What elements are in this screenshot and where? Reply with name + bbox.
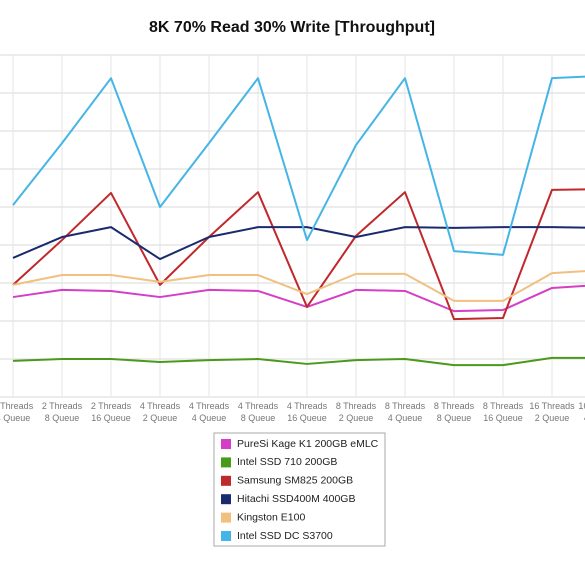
legend-swatch bbox=[221, 457, 231, 468]
x-tick-label-line: 8 Threads bbox=[483, 401, 524, 411]
legend-swatch bbox=[221, 494, 231, 505]
legend-swatch bbox=[221, 512, 231, 523]
legend-swatch bbox=[221, 531, 231, 541]
x-tick-label-line: 2 Threads bbox=[0, 401, 34, 411]
series-line bbox=[12, 270, 585, 302]
series-line bbox=[12, 356, 585, 367]
x-tick-label-line: 16 Queue bbox=[287, 413, 327, 423]
x-tick-label-line: 16 Queue bbox=[483, 413, 523, 423]
series-line bbox=[12, 188, 585, 321]
legend-label: Kingston E100 bbox=[237, 511, 305, 523]
x-tick-label: 2 Threads 8 Queue bbox=[42, 401, 83, 423]
x-tick-label-line: 4 Threads bbox=[238, 401, 279, 411]
x-tick-label-line: 2 Queue bbox=[143, 413, 178, 423]
legend-label: Intel SSD 710 200GB bbox=[237, 456, 337, 468]
x-tick-label-line: 4 Queue bbox=[584, 413, 585, 423]
x-tick-label: 8 Threads 2 Queue bbox=[336, 401, 377, 423]
x-tick-label-line: 16 Threads bbox=[578, 401, 585, 411]
x-tick-label-line: 8 Queue bbox=[437, 413, 472, 423]
x-tick-label-line: 16 Threads bbox=[529, 401, 575, 411]
x-tick-label-line: 16 Queue bbox=[91, 413, 131, 423]
x-tick-label: 16 Threads 2 Queue bbox=[529, 401, 575, 423]
x-tick-label-line: 2 Queue bbox=[535, 413, 570, 423]
x-tick-label-line: 2 Queue bbox=[339, 413, 374, 423]
legend-box bbox=[213, 432, 386, 547]
x-tick-label-line: 8 Threads bbox=[336, 401, 377, 411]
x-tick-label-line: 8 Queue bbox=[241, 413, 276, 423]
x-tick-label-line: 4 Threads bbox=[189, 401, 230, 411]
x-tick-label-line: 4 Threads bbox=[140, 401, 181, 411]
x-tick-label-line: 4 Threads bbox=[287, 401, 328, 411]
x-tick-label-line: 8 Threads bbox=[385, 401, 426, 411]
series-line bbox=[12, 75, 585, 256]
x-tick-label: 8 Threads 16 Queue bbox=[483, 401, 524, 423]
legend-swatch bbox=[221, 439, 231, 449]
legend-label: Intel SSD DC S3700 bbox=[237, 530, 333, 542]
x-tick-label: 4 Threads 4 Queue bbox=[189, 401, 230, 423]
x-tick-label-line: 4 Queue bbox=[388, 413, 423, 423]
x-tick-label: 2 Threads 4 Queue bbox=[0, 401, 34, 423]
x-tick-label: 4 Threads 16 Queue bbox=[287, 401, 328, 423]
x-tick-label-line: 4 Queue bbox=[0, 413, 30, 423]
chart-title: 8K 70% Read 30% Write [Throughput] bbox=[149, 19, 435, 36]
x-tick-label: 2 Threads 16 Queue bbox=[91, 401, 132, 423]
x-tick-label-line: 8 Threads bbox=[434, 401, 475, 411]
legend-label: Hitachi SSD400M 400GB bbox=[237, 493, 355, 505]
x-tick-label: 4 Threads 8 Queue bbox=[238, 401, 279, 423]
x-tick-label: 8 Threads 8 Queue bbox=[434, 401, 475, 423]
x-tick-label-line: 8 Queue bbox=[45, 413, 80, 423]
legend-swatch bbox=[221, 475, 231, 486]
x-tick-label-line: 2 Threads bbox=[91, 401, 132, 411]
x-tick-label-line: 4 Queue bbox=[192, 413, 227, 423]
x-tick-label: 4 Threads 2 Queue bbox=[140, 401, 181, 423]
legend-label: Samsung SM825 200GB bbox=[237, 475, 353, 487]
series-line bbox=[12, 226, 585, 261]
x-tick-label: 16 Threads 4 Queue bbox=[578, 401, 585, 423]
x-tick-label: 8 Threads 4 Queue bbox=[385, 401, 426, 423]
legend-label: PureSi Kage K1 200GB eMLC bbox=[237, 438, 379, 450]
x-tick-label-line: 2 Threads bbox=[42, 401, 83, 411]
